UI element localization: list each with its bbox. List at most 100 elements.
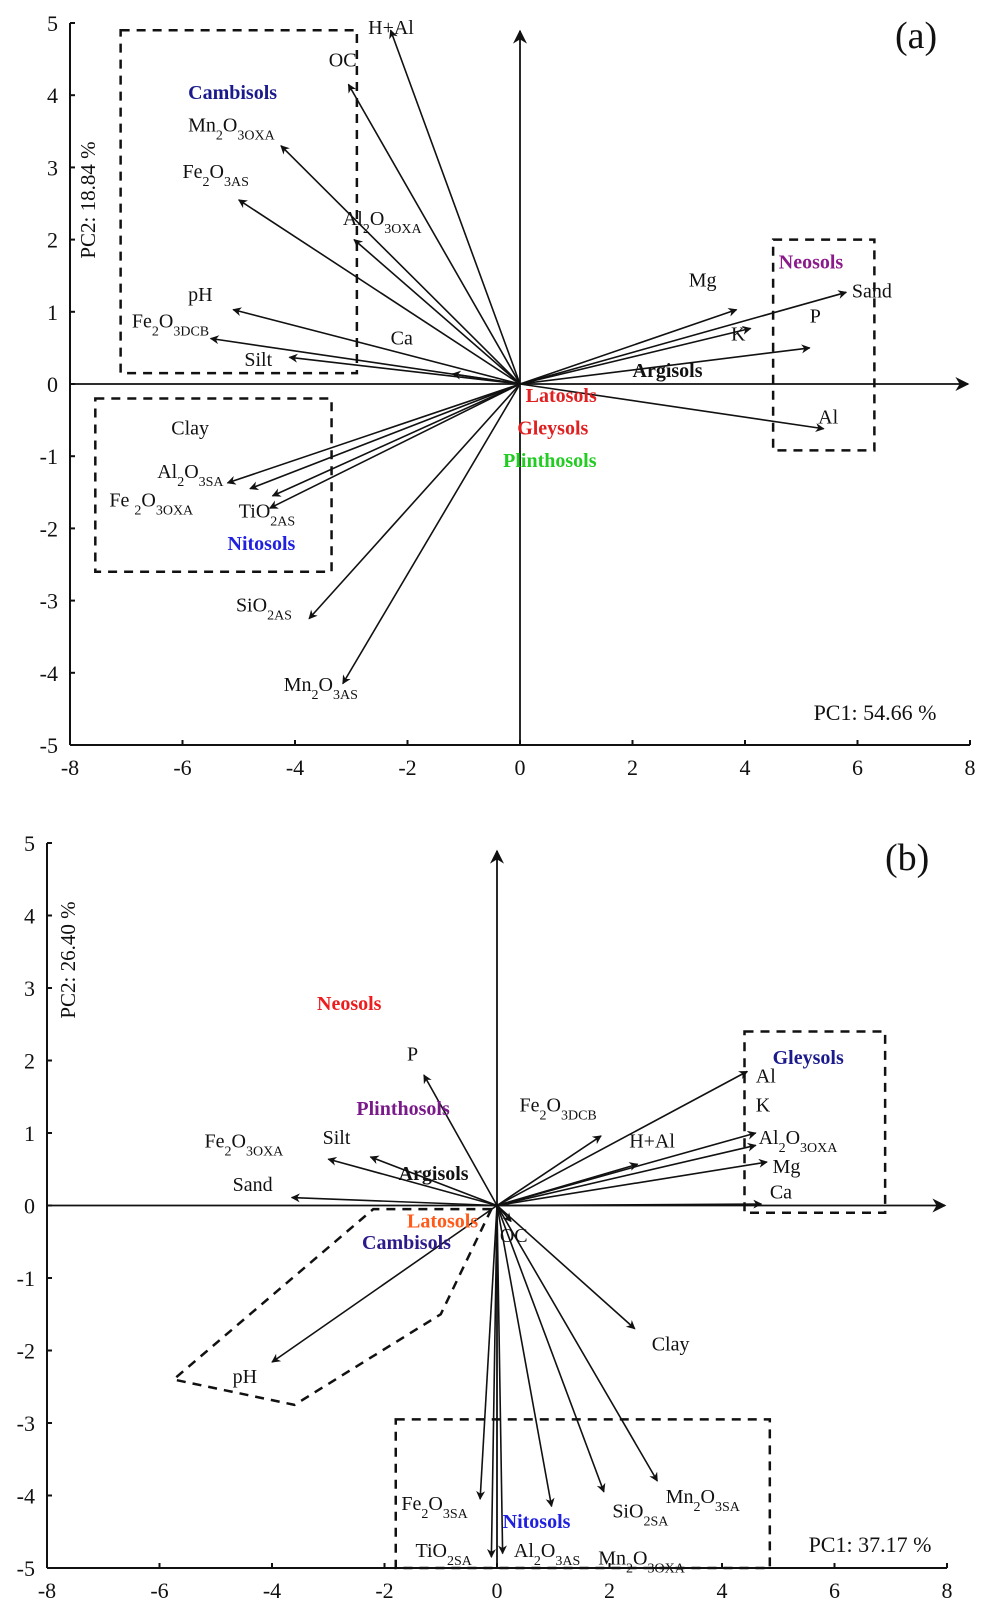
panel-b: -8 -6 -4 -2 0 2 4 6 8 5 4 3 2 1 0 -1 -2 -3 -4 -5 P Silt Fe2O3O… [17, 831, 953, 1603]
variable-label: OC [329, 49, 357, 71]
variable-label: Mn2O3OXA [598, 1547, 685, 1576]
soil-group-label-cambisols: Cambisols [188, 82, 277, 104]
soil-group-label-neosols: Neosols [779, 251, 844, 273]
x-tick-label: -4 [286, 755, 304, 780]
loading-vector-mn2o3oxa [280, 145, 521, 385]
variable-label: Al2O3OXA [343, 208, 423, 237]
loading-vector-p [519, 344, 811, 385]
x-tick-label: -6 [173, 755, 191, 780]
soil-group-label-nitosols: Nitosols [228, 533, 296, 555]
variable-label: Sand [852, 280, 892, 302]
variable-label: Al2O3SA [157, 461, 224, 490]
variable-label: Mn2O3AS [284, 674, 358, 703]
soil-group-label-latosols: Latosols [407, 1210, 478, 1232]
panel-tag: (a) [895, 15, 937, 57]
variable-label: Silt [323, 1127, 351, 1149]
dashed-group-outline [771, 238, 876, 452]
loading-vector-silt [288, 353, 521, 385]
variable-label: SiO2AS [236, 594, 292, 623]
loading-vector-fe2o3oxa [327, 1156, 498, 1207]
y-tick-label: 3 [24, 976, 35, 1001]
y-tick-label: 1 [24, 1121, 35, 1146]
y-tick-label: 2 [24, 1049, 35, 1074]
x-tick-label: -8 [61, 755, 79, 780]
x-tick-label: -4 [263, 1578, 281, 1603]
variable-label: Fe2O3AS [183, 161, 249, 190]
y-tick-label: 4 [47, 83, 58, 108]
soil-group-label-cambisols: Cambisols [362, 1232, 451, 1254]
loading-vector-al [519, 383, 825, 433]
loading-vector-fe2o3oxa [249, 383, 521, 490]
loading-vector-sand [519, 290, 848, 385]
soil-group-label-gleysols: Gleysols [773, 1047, 844, 1069]
variable-label: Mg [689, 270, 717, 292]
variable-label: H+Al [368, 17, 414, 39]
variable-label: Silt [244, 349, 272, 371]
variable-label: Mg [773, 1156, 801, 1178]
loading-vector-ph [271, 1204, 498, 1363]
loading-vector-al2o3as [496, 1205, 507, 1555]
x-tick-label: 2 [627, 755, 638, 780]
variable-label: TiO2SA [415, 1540, 472, 1569]
variable-label: Fe2O3DCB [132, 311, 209, 340]
variable-label: P [810, 306, 821, 328]
soil-group-label-argisols: Argisols [633, 360, 703, 382]
variable-label: Fe2O3SA [401, 1493, 468, 1522]
loading-vector-mn2o3as [342, 383, 521, 685]
loading-vector-k [519, 325, 752, 385]
loading-vector-clay [496, 1204, 636, 1330]
x-tick-label: 0 [492, 1578, 503, 1603]
y-tick-label: 5 [24, 831, 35, 856]
dashed-group-outline [119, 28, 359, 375]
variable-label: Mn2O3OXA [188, 114, 275, 143]
soil-group-label-neosols: Neosols [317, 993, 382, 1015]
y-tick-label: 5 [47, 11, 58, 36]
y-tick-label: -1 [17, 1266, 35, 1291]
loading-vector-al [496, 1070, 749, 1207]
loading-vector-p [423, 1074, 498, 1206]
variable-label: OC [500, 1225, 528, 1247]
dashed-group-outline [743, 1030, 887, 1214]
variable-label: pH [233, 1366, 257, 1388]
soil-group-label-plinthosols: Plinthosols [356, 1098, 450, 1120]
x-tick-label: 6 [829, 1578, 840, 1603]
loading-vector-silt [369, 1155, 498, 1207]
y-tick-label: 4 [24, 904, 35, 929]
x-axis-title: PC1: 54.66 % [814, 700, 937, 725]
soil-group-label-latosols: Latosols [526, 385, 597, 407]
loading-vector-ph [232, 307, 521, 385]
y-tick-label: 0 [24, 1194, 35, 1219]
x-tick-label: 4 [740, 755, 751, 780]
x-tick-label: -2 [398, 755, 416, 780]
loading-vector-al2o3sa [226, 383, 521, 485]
dashed-group-outline [170, 1207, 494, 1407]
variable-label: pH [188, 284, 212, 306]
variable-label: Al [818, 407, 838, 429]
variable-label: Al [756, 1065, 776, 1087]
loading-vector-ca [451, 370, 521, 385]
variable-label: Fe2O3DCB [520, 1094, 597, 1123]
soil-group-label-gleysols: Gleysols [517, 418, 588, 440]
loading-vector-sand [290, 1193, 498, 1207]
loading-vector-sio2as [308, 383, 521, 620]
variable-label: Clay [171, 418, 209, 440]
variable-label: H+Al [629, 1131, 675, 1153]
variable-label: Clay [652, 1334, 690, 1356]
y-tick-label: -4 [40, 661, 58, 686]
variable-label: Fe2O3OXA [205, 1131, 285, 1160]
loading-vector-sio2sa [496, 1205, 606, 1493]
variable-label: Sand [233, 1174, 273, 1196]
loading-vector-clay [271, 383, 521, 497]
variable-label: P [407, 1044, 418, 1066]
y-tick-label: 1 [47, 300, 58, 325]
loading-vector-mg [496, 1158, 768, 1207]
panel-a: -8 -6 -4 -2 0 2 4 6 8 5 4 3 2 1 0 -1 -2 -3 -4 -5 H+Al OC Mn2O3… [40, 11, 976, 780]
loading-vector-tio2as [268, 383, 521, 509]
loading-vector-fe2o3dcb [496, 1135, 602, 1207]
x-tick-label: -8 [38, 1578, 56, 1603]
loading-vector-h-al [496, 1162, 639, 1207]
y-tick-label: -3 [40, 589, 58, 614]
variable-label: Ca [391, 327, 413, 349]
y-tick-label: -1 [40, 444, 58, 469]
panel-tag: (b) [885, 837, 929, 879]
